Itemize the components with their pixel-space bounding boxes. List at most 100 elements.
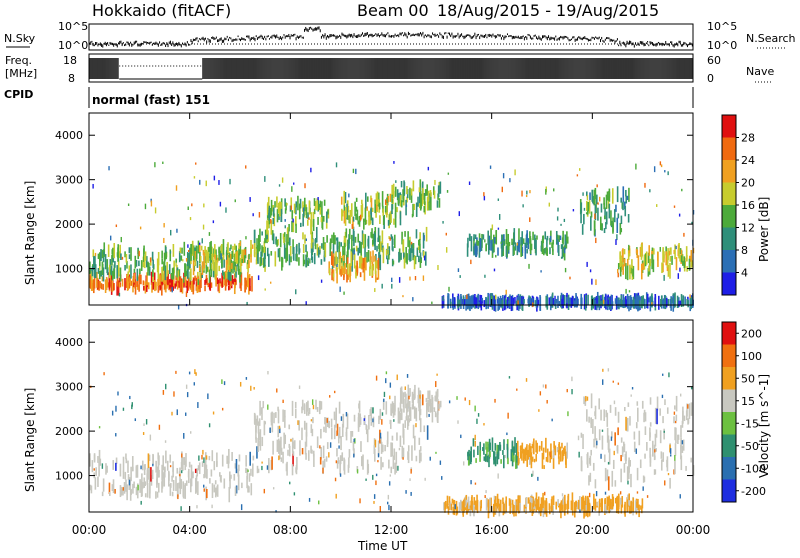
scatter-mark — [323, 458, 326, 468]
scatter-mark — [590, 449, 592, 456]
scatter-mark — [267, 462, 270, 468]
scatter-mark — [675, 414, 678, 421]
scatter-mark — [446, 189, 449, 193]
scatter-mark — [175, 275, 177, 281]
noise-point — [96, 42, 98, 45]
scatter-mark — [118, 292, 121, 297]
noise-point — [436, 33, 438, 36]
scatter-mark — [610, 436, 613, 441]
scatter-mark — [501, 247, 503, 257]
scatter-mark — [348, 449, 351, 458]
scatter-mark — [363, 420, 366, 426]
noise-point — [570, 38, 572, 41]
velocity-scatter — [89, 368, 695, 519]
scatter-mark — [680, 249, 683, 256]
scatter-mark — [232, 245, 234, 258]
scatter-mark — [467, 293, 470, 308]
scatter-mark — [610, 294, 613, 311]
scatter-mark — [330, 418, 333, 428]
scatter-mark — [397, 197, 400, 205]
noise-sky-label: N.Sky — [4, 32, 36, 45]
scatter-mark — [89, 261, 91, 274]
scatter-mark — [357, 220, 360, 225]
scatter-mark — [467, 453, 469, 461]
scatter-mark — [401, 445, 404, 459]
scatter-mark — [200, 273, 202, 289]
noise-point — [537, 37, 539, 40]
noise-point — [592, 37, 594, 39]
scatter-mark — [668, 250, 671, 256]
scatter-mark — [433, 190, 436, 199]
scatter-mark — [372, 407, 374, 414]
scatter-mark — [128, 265, 131, 273]
scatter-mark — [140, 481, 143, 487]
scatter-mark — [625, 299, 628, 307]
scatter-mark — [197, 240, 200, 254]
scatter-mark — [129, 395, 131, 400]
scatter-mark — [365, 220, 368, 225]
scatter-mark — [115, 462, 117, 471]
scatter-mark — [515, 505, 518, 513]
noise-point — [563, 35, 565, 39]
scatter-mark — [158, 424, 161, 430]
scatter-mark — [199, 255, 202, 262]
scatter-mark — [537, 496, 540, 511]
scatter-mark — [622, 201, 624, 211]
noise-point — [360, 33, 362, 37]
scatter-mark — [98, 270, 101, 280]
scatter-mark — [502, 497, 504, 504]
scatter-mark — [410, 248, 412, 262]
scatter-mark — [369, 259, 372, 270]
scatter-mark — [308, 407, 311, 415]
noise-point — [173, 44, 175, 47]
scatter-mark — [89, 484, 92, 491]
noise-point — [120, 40, 122, 44]
scatter-mark — [634, 500, 637, 512]
scatter-mark — [161, 280, 164, 285]
scatter-mark — [262, 246, 264, 253]
scatter-mark — [202, 449, 204, 455]
noise-point — [403, 34, 405, 37]
noise-point — [567, 37, 569, 40]
scatter-mark — [292, 218, 294, 223]
scatter-mark — [272, 218, 275, 225]
scatter-mark — [575, 293, 577, 307]
scatter-mark — [214, 253, 217, 269]
scatter-mark — [129, 477, 132, 482]
scatter-mark — [637, 498, 639, 511]
noise-point — [539, 37, 541, 40]
scatter-mark — [392, 260, 395, 265]
scatter-mark — [402, 189, 404, 200]
scatter-mark — [199, 179, 201, 185]
scatter-mark — [99, 252, 101, 267]
scatter-mark — [308, 217, 310, 220]
scatter-mark — [302, 213, 304, 227]
scatter-mark — [592, 297, 595, 309]
noise-point — [151, 44, 153, 46]
scatter-mark — [140, 500, 142, 505]
scatter-mark — [321, 201, 323, 218]
scatter-mark — [576, 501, 579, 510]
scatter-mark — [378, 202, 381, 210]
scatter-mark — [567, 493, 570, 509]
scatter-mark — [646, 441, 648, 451]
scatter-mark — [229, 276, 231, 290]
scatter-mark — [487, 441, 489, 452]
scatter-mark — [362, 257, 365, 273]
scatter-mark — [626, 419, 628, 432]
scatter-mark — [320, 216, 323, 223]
scatter-mark — [266, 247, 269, 257]
scatter-mark — [203, 203, 205, 208]
scatter-mark — [273, 213, 276, 227]
scatter-mark — [258, 212, 261, 218]
scatter-mark — [263, 420, 266, 436]
scatter-mark — [216, 260, 218, 276]
scatter-mark — [108, 491, 111, 496]
scatter-mark — [129, 277, 131, 283]
scatter-mark — [152, 453, 154, 465]
scatter-mark — [308, 200, 311, 215]
scatter-mark — [344, 191, 347, 204]
scatter-mark — [613, 209, 616, 223]
scatter-mark — [583, 503, 585, 519]
